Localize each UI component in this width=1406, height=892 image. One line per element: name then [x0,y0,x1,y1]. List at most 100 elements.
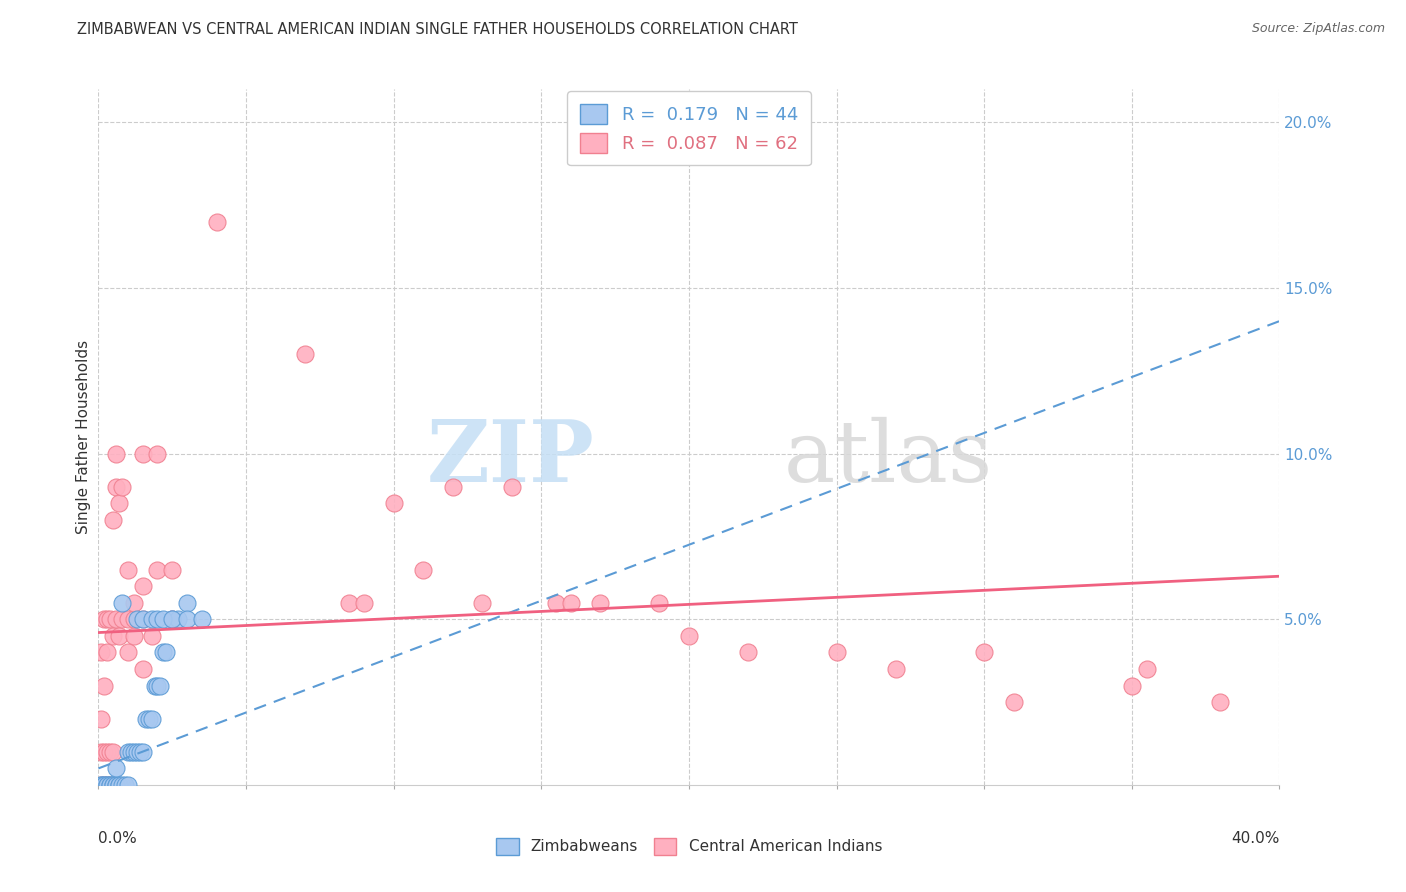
Point [884,662,907,676]
Point [544,596,567,610]
Point [973,645,995,659]
Point [191,612,214,626]
Point [98,612,121,626]
Point [1209,695,1232,709]
Point [138,712,160,726]
Point [105,612,128,626]
Point [103,629,125,643]
Point [501,480,523,494]
Point [205,215,228,229]
Point [143,679,166,693]
Point [1002,695,1025,709]
Point [294,347,316,361]
Point [114,778,136,792]
Point [122,612,145,626]
Point [382,496,405,510]
Point [117,778,139,792]
Point [93,778,115,792]
Point [117,645,139,659]
Point [141,612,163,626]
Point [167,612,190,626]
Point [105,778,128,792]
Point [176,596,198,610]
Point [98,778,121,792]
Point [90,745,112,759]
Point [93,745,115,759]
Point [108,496,131,510]
Point [1121,679,1143,693]
Point [111,480,134,494]
Point [105,447,128,461]
Point [120,745,142,759]
Point [125,612,148,626]
Point [162,612,183,626]
Point [90,645,112,659]
Point [98,778,121,792]
Point [90,778,112,792]
Point [146,612,169,626]
Point [337,596,360,610]
Point [111,778,134,792]
Point [98,778,121,792]
Point [117,612,139,626]
Point [103,513,125,527]
Point [90,778,112,792]
Point [122,596,145,610]
Text: 0.0%: 0.0% [98,831,138,846]
Point [108,778,131,792]
Point [96,745,118,759]
Text: Source: ZipAtlas.com: Source: ZipAtlas.com [1251,22,1385,36]
Point [125,745,148,759]
Point [589,596,612,610]
Point [1135,662,1157,676]
Point [105,761,128,775]
Point [90,712,112,726]
Point [146,563,169,577]
Point [825,645,848,659]
Point [132,447,155,461]
Point [132,745,155,759]
Point [90,778,112,792]
Point [96,778,118,792]
Point [122,745,145,759]
Point [152,645,174,659]
Point [471,596,494,610]
Point [162,563,183,577]
Text: atlas: atlas [783,417,993,500]
Point [176,612,198,626]
Point [117,563,139,577]
Point [162,612,183,626]
Point [132,662,155,676]
Point [98,745,121,759]
Point [93,778,115,792]
Y-axis label: Single Father Households: Single Father Households [76,340,91,534]
Point [146,679,169,693]
Point [353,596,375,610]
Point [737,645,759,659]
Point [103,778,125,792]
Point [560,596,582,610]
Point [122,629,145,643]
Legend: Zimbabweans, Central American Indians: Zimbabweans, Central American Indians [489,832,889,861]
Text: ZIMBABWEAN VS CENTRAL AMERICAN INDIAN SINGLE FATHER HOUSEHOLDS CORRELATION CHART: ZIMBABWEAN VS CENTRAL AMERICAN INDIAN SI… [77,22,799,37]
Point [162,612,183,626]
Point [93,612,115,626]
Point [128,745,150,759]
Point [678,629,700,643]
Point [117,745,139,759]
Point [96,778,118,792]
Point [132,612,155,626]
Point [96,645,118,659]
Point [149,679,172,693]
Point [93,778,115,792]
Text: 40.0%: 40.0% [1232,831,1279,846]
Point [103,778,125,792]
Text: ZIP: ZIP [426,416,595,500]
Point [648,596,671,610]
Point [93,679,115,693]
Point [111,596,134,610]
Point [132,612,155,626]
Point [152,612,174,626]
Point [105,480,128,494]
Point [96,612,118,626]
